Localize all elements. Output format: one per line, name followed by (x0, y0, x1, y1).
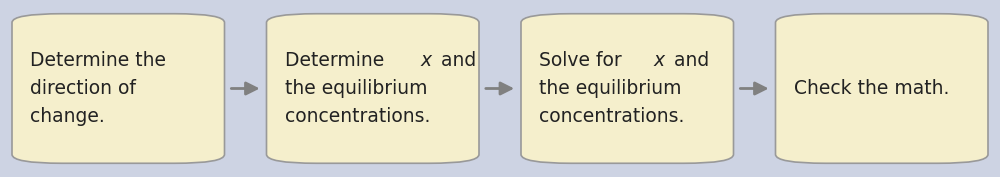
Text: x: x (654, 51, 665, 70)
FancyBboxPatch shape (12, 14, 224, 163)
Text: Determine the: Determine the (30, 51, 166, 70)
Text: Check the math.: Check the math. (794, 79, 949, 98)
Text: change.: change. (30, 107, 105, 126)
Text: Solve for: Solve for (539, 51, 628, 70)
Text: direction of: direction of (30, 79, 136, 98)
FancyBboxPatch shape (776, 14, 988, 163)
Text: x: x (420, 51, 431, 70)
Text: and: and (435, 51, 476, 70)
FancyBboxPatch shape (266, 14, 479, 163)
Text: and: and (668, 51, 709, 70)
Text: Determine: Determine (285, 51, 390, 70)
Text: the equilibrium: the equilibrium (539, 79, 682, 98)
Text: concentrations.: concentrations. (285, 107, 430, 126)
FancyBboxPatch shape (521, 14, 734, 163)
Text: the equilibrium: the equilibrium (285, 79, 427, 98)
Text: concentrations.: concentrations. (539, 107, 684, 126)
